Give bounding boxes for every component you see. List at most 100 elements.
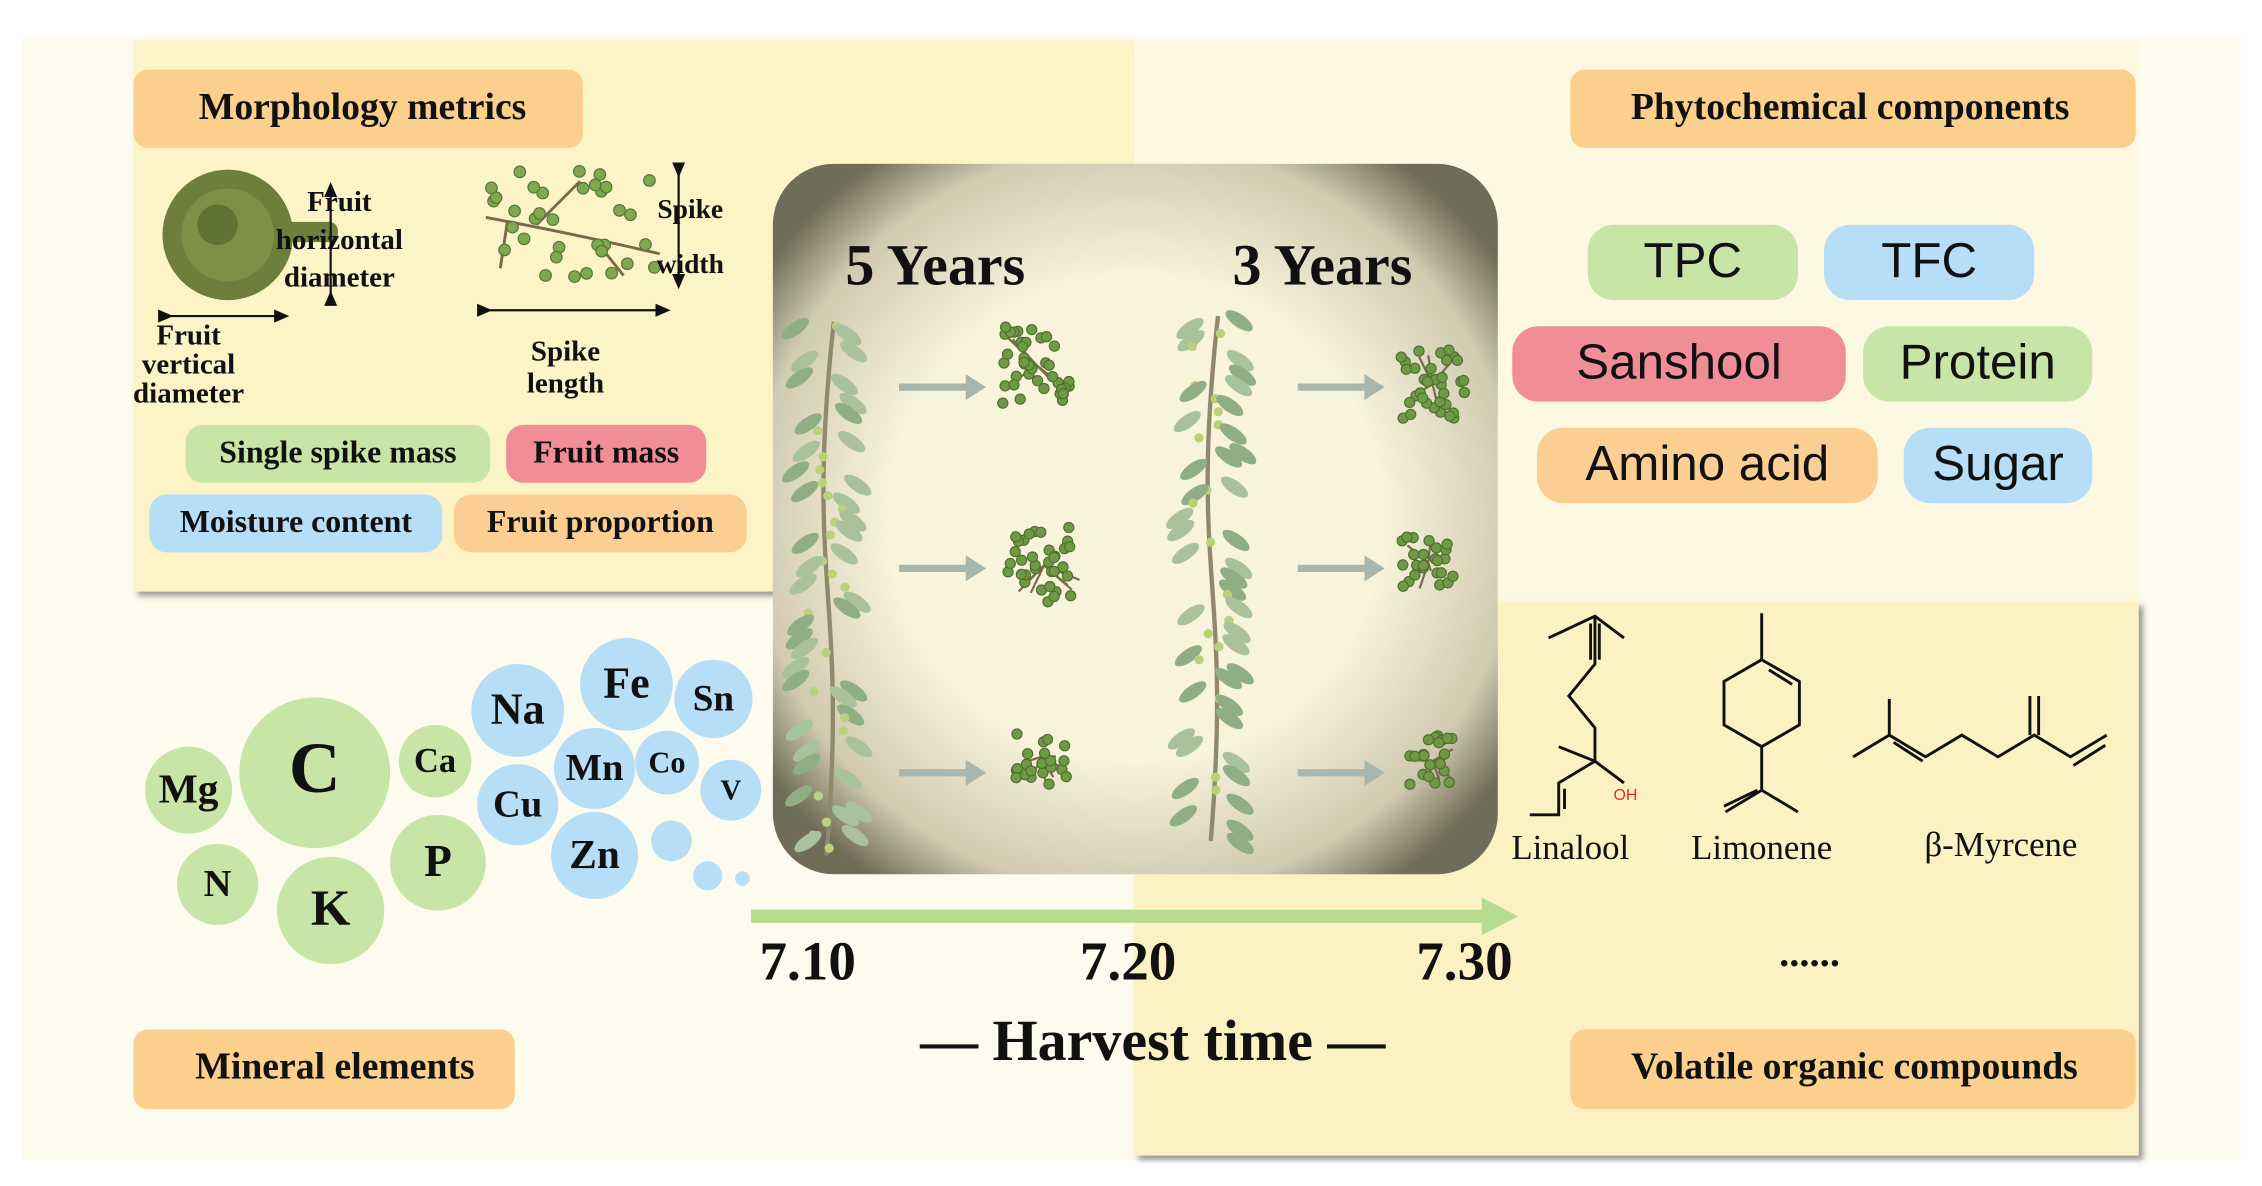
chip-label: TPC bbox=[1644, 233, 1743, 288]
leaf bbox=[1225, 557, 1253, 579]
twig bbox=[1029, 564, 1045, 594]
fruit-dot bbox=[1430, 542, 1442, 554]
fruit-dot bbox=[821, 817, 832, 827]
leaf bbox=[1165, 507, 1194, 530]
fruit-dot bbox=[1211, 772, 1221, 782]
fruit-dot bbox=[576, 181, 590, 195]
chip bbox=[1536, 427, 1878, 504]
dimension-label: Spike bbox=[657, 193, 723, 224]
leaf bbox=[789, 573, 817, 595]
hydroxyl-label: OH bbox=[1613, 787, 1637, 804]
leaf bbox=[840, 341, 868, 363]
chip-label: Protein bbox=[1900, 334, 2056, 389]
limonene-structure bbox=[1722, 613, 1801, 814]
element-bubble bbox=[176, 843, 259, 926]
arrow-head bbox=[965, 374, 987, 401]
fruit-dot bbox=[648, 261, 661, 274]
fruit-dot bbox=[1040, 331, 1053, 343]
fruit-dot bbox=[1057, 561, 1069, 573]
leaf bbox=[782, 669, 810, 692]
fruit-dot bbox=[1443, 344, 1455, 356]
fruit-dot bbox=[595, 244, 609, 258]
fruit-dot bbox=[605, 266, 618, 280]
element-label: Ca bbox=[414, 742, 456, 780]
fruit-dot bbox=[1213, 407, 1223, 417]
element-label: Sn bbox=[693, 678, 735, 719]
element-label: V bbox=[720, 775, 741, 807]
fruit-dot bbox=[1021, 748, 1034, 760]
leaf bbox=[1222, 751, 1250, 774]
section-title: Morphology metrics bbox=[199, 86, 527, 128]
fruit-dot bbox=[572, 165, 586, 178]
fruit-dot bbox=[527, 180, 541, 194]
fruit-dot bbox=[809, 686, 819, 697]
fruit-dot bbox=[1458, 386, 1471, 399]
fruit-dot bbox=[536, 186, 550, 200]
fruit-dot bbox=[1408, 548, 1420, 561]
fruit-dot bbox=[813, 791, 823, 801]
fruit-dot bbox=[1405, 408, 1417, 421]
compound-label: Limonene bbox=[1691, 828, 1832, 867]
fruit-dot bbox=[513, 165, 527, 179]
leaf bbox=[1214, 446, 1243, 468]
timeline-arrowhead bbox=[1481, 897, 1519, 936]
title-box bbox=[133, 69, 583, 148]
ellipsis: ...... bbox=[1779, 930, 1840, 975]
chip-label: Fruit mass bbox=[533, 435, 679, 470]
fruit-dot bbox=[1015, 568, 1028, 581]
chip bbox=[1512, 326, 1846, 402]
element-label: Fe bbox=[603, 658, 649, 707]
fruit-dot bbox=[1194, 433, 1204, 443]
fruit-dot bbox=[498, 243, 511, 257]
element-label: C bbox=[289, 729, 341, 808]
fruit-dot bbox=[1417, 559, 1430, 572]
fruit-dot bbox=[1044, 580, 1056, 593]
leaf bbox=[1180, 458, 1208, 481]
fruit-dot bbox=[1015, 554, 1028, 566]
element-bubble bbox=[477, 764, 559, 846]
chip-label: Amino acid bbox=[1585, 436, 1829, 491]
fruit-dot bbox=[999, 321, 1012, 333]
fruit-dot bbox=[1431, 554, 1444, 567]
stem bbox=[821, 321, 836, 856]
leaf bbox=[1218, 579, 1247, 601]
element-bubble bbox=[674, 659, 753, 738]
fruit-dot bbox=[568, 270, 581, 284]
fruit-dot bbox=[1409, 750, 1421, 762]
fruit-dot bbox=[1397, 580, 1409, 592]
fruit-dot bbox=[517, 232, 531, 246]
leaf bbox=[1228, 364, 1257, 386]
fruit-dot bbox=[1004, 557, 1016, 570]
dimension-label: width bbox=[657, 248, 724, 279]
date-label: 7.20 bbox=[1080, 931, 1176, 992]
fruit-dot bbox=[1441, 354, 1453, 367]
leaf bbox=[1214, 668, 1243, 690]
leaf bbox=[794, 831, 822, 853]
leaf bbox=[834, 324, 862, 346]
fruit-dot bbox=[1441, 538, 1453, 550]
element-bubble bbox=[700, 759, 762, 821]
leaf bbox=[845, 801, 873, 823]
fruit-dot bbox=[818, 452, 828, 462]
fruit-dot bbox=[593, 168, 607, 181]
chip-label: Single spike mass bbox=[219, 435, 456, 470]
element-label: Na bbox=[491, 684, 545, 733]
fruit-dot bbox=[533, 207, 546, 220]
leaf bbox=[837, 704, 865, 726]
fruit-dot bbox=[1017, 340, 1029, 353]
leaf bbox=[795, 555, 824, 578]
fruit-dot bbox=[1222, 589, 1233, 600]
linalool-structure bbox=[1529, 614, 1625, 817]
fruit-dot bbox=[1023, 528, 1035, 540]
fruit-dot bbox=[506, 220, 519, 234]
element-label: P bbox=[424, 835, 452, 886]
leaf bbox=[1222, 634, 1250, 656]
leaf bbox=[1222, 529, 1250, 552]
fruit-dot bbox=[1425, 362, 1437, 375]
element-bubble bbox=[398, 724, 472, 798]
leaf bbox=[790, 350, 819, 372]
fruit-dot bbox=[1436, 371, 1448, 384]
fruit-dot bbox=[613, 203, 626, 217]
arrow-head bbox=[1364, 374, 1385, 401]
title-box bbox=[133, 1029, 515, 1110]
